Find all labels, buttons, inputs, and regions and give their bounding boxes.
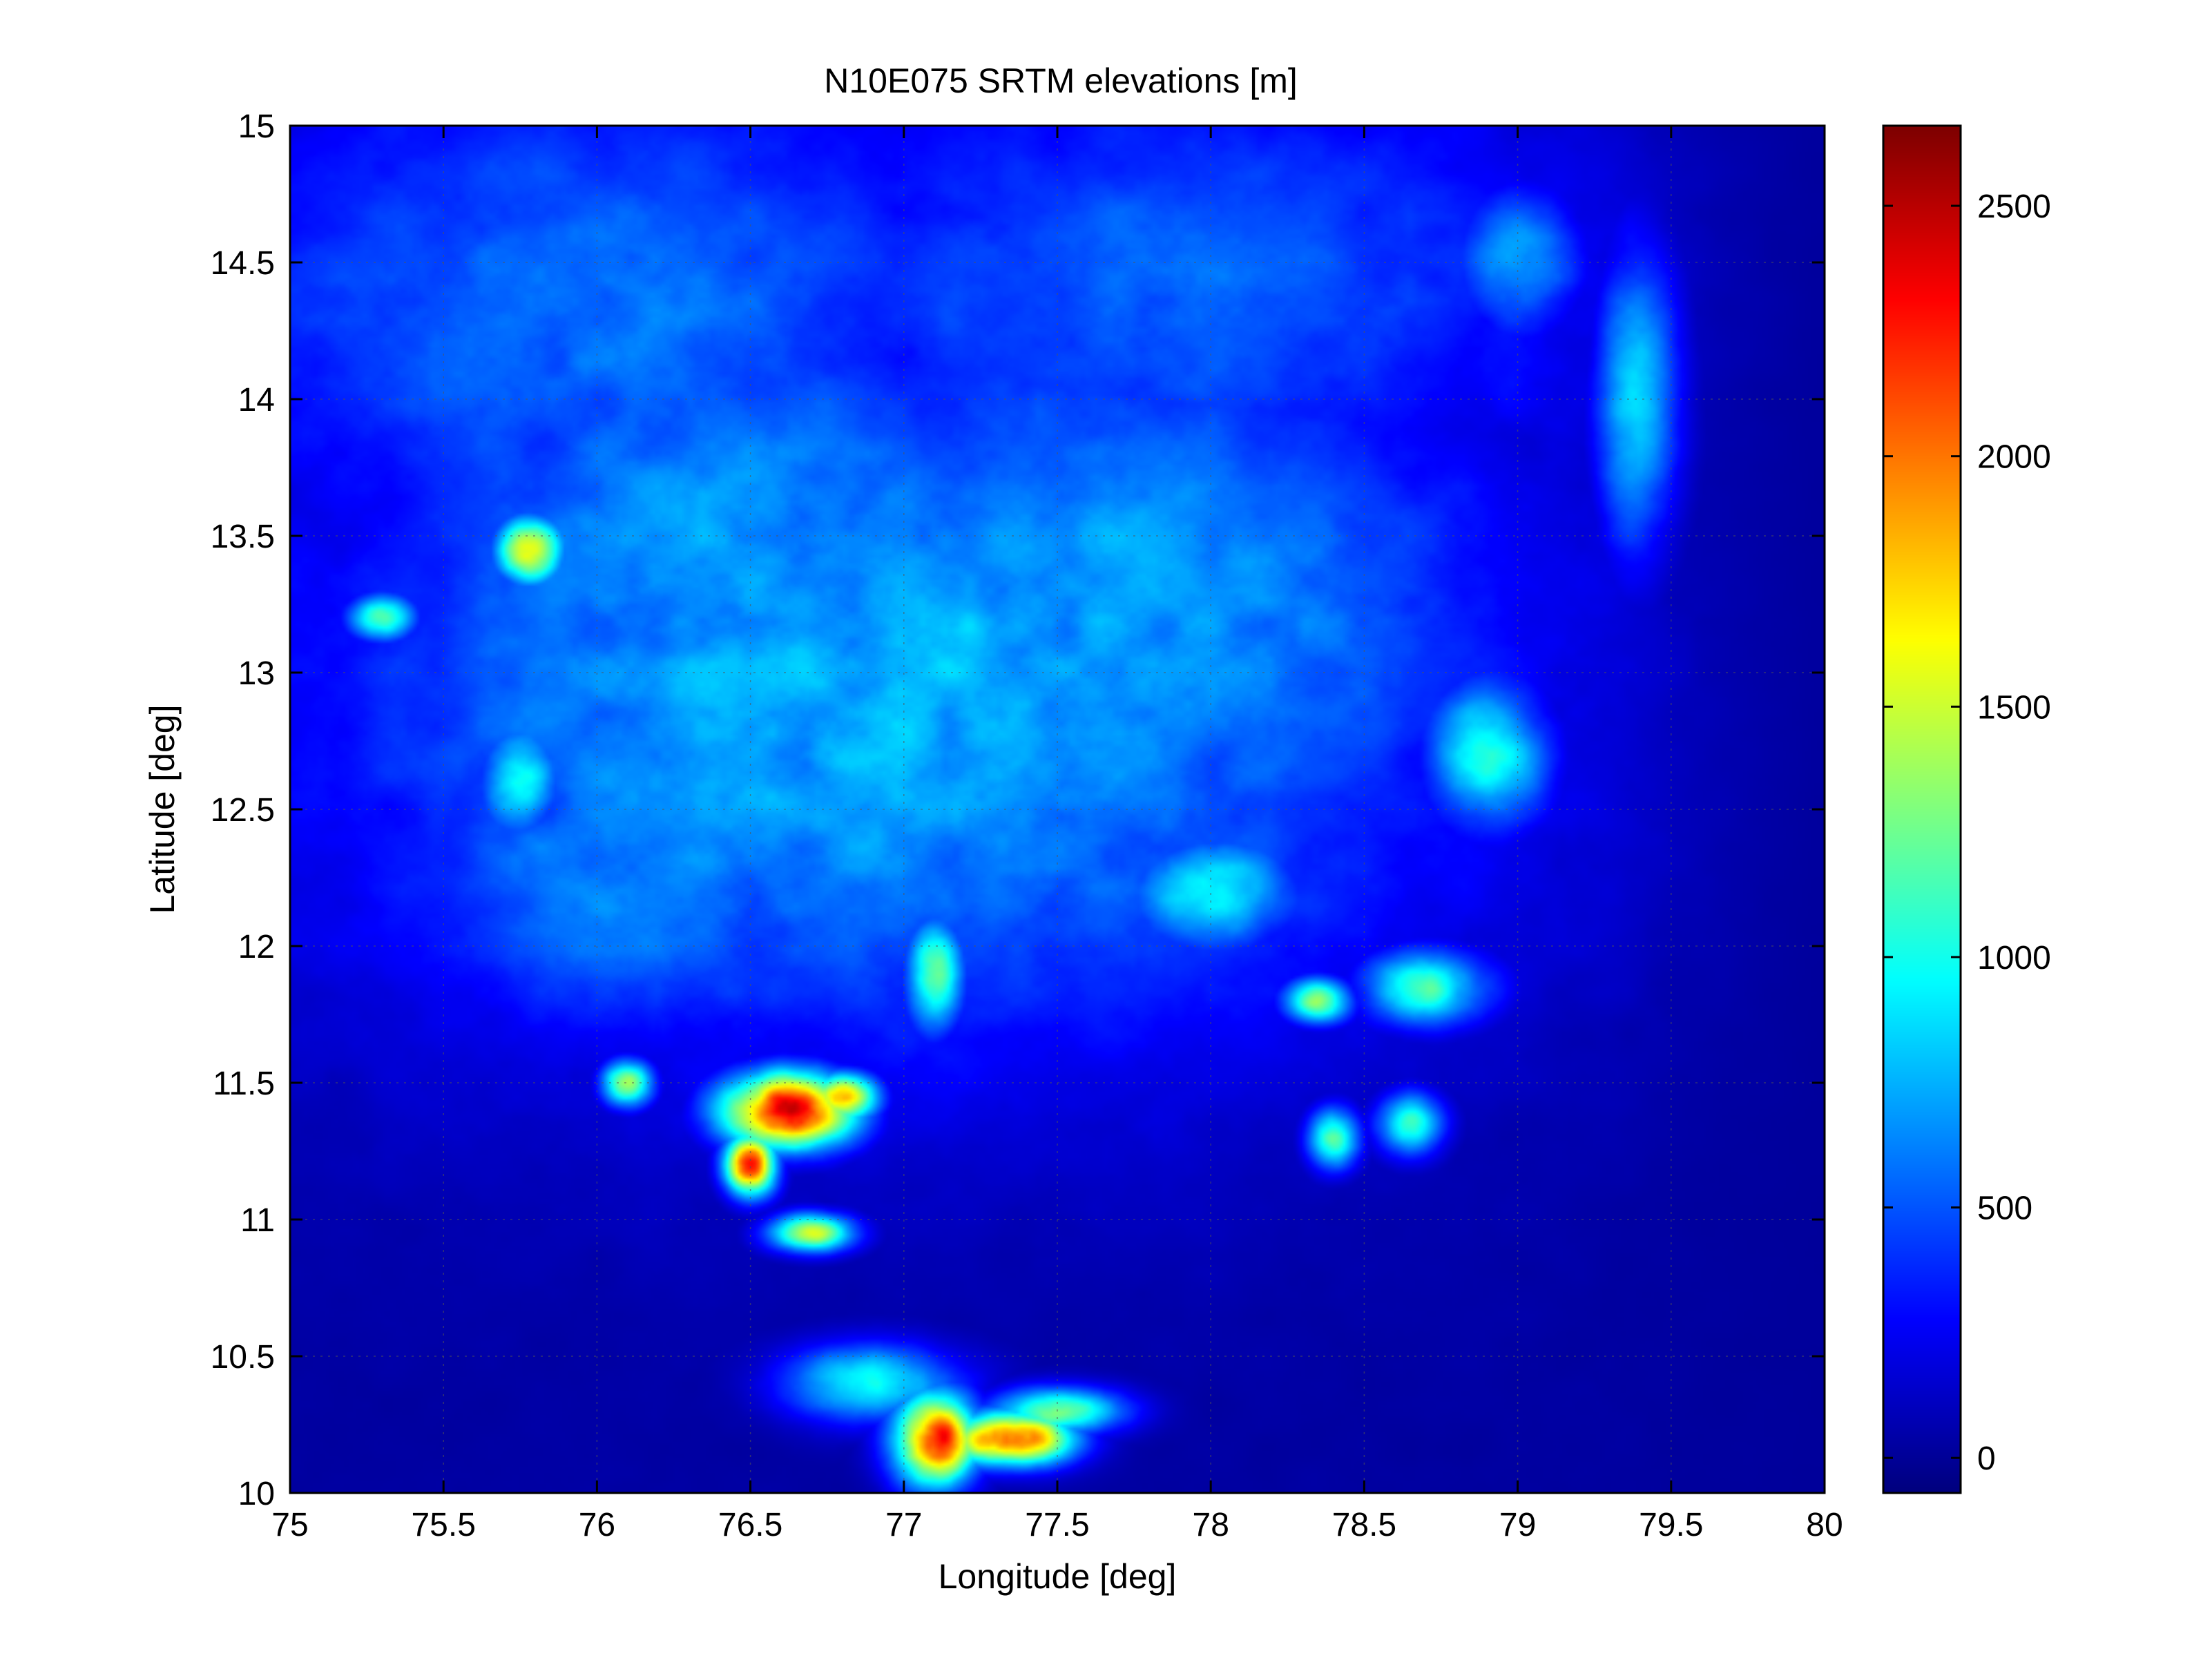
y-tick-label: 12	[238, 929, 275, 965]
colorbar-tick-label: 2500	[1977, 189, 2051, 225]
y-tick-label: 14.5	[211, 245, 275, 282]
y-tick-label: 15	[238, 108, 275, 145]
x-tick-label: 76	[579, 1507, 615, 1543]
chart-title: N10E075 SRTM elevations [m]	[824, 61, 1298, 100]
colorbar-tick-label: 500	[1977, 1191, 2032, 1227]
x-tick-label: 75.5	[411, 1507, 475, 1543]
x-tick-label: 77	[885, 1507, 922, 1543]
x-tick-label: 78	[1193, 1507, 1229, 1543]
x-tick-label: 79	[1499, 1507, 1536, 1543]
colorbar: 0 500 1000 1500 2000 2500	[1883, 126, 2051, 1493]
y-tick-label: 11.5	[213, 1066, 275, 1102]
colorbar-tick-label: 1000	[1977, 940, 2051, 976]
colorbar-gradient	[1883, 126, 1961, 1493]
x-tick-label: 75	[271, 1507, 308, 1543]
y-axis-label: Latitude [deg]	[143, 704, 182, 914]
y-tick-label: 14	[238, 382, 275, 418]
y-tick-label: 11	[240, 1202, 275, 1239]
y-tick-label: 10	[238, 1476, 275, 1512]
x-axis-label: Longitude [deg]	[939, 1557, 1177, 1596]
y-tick-label: 13.5	[211, 519, 275, 555]
colorbar-tick-label: 0	[1977, 1440, 1996, 1477]
y-tick-label: 13	[238, 655, 275, 692]
y-tick-label: 12.5	[211, 792, 275, 829]
colorbar-tick-label: 1500	[1977, 689, 2051, 726]
x-tick-label: 76.5	[718, 1507, 782, 1543]
y-tick-label: 10.5	[211, 1339, 275, 1376]
x-tick-label: 79.5	[1639, 1507, 1703, 1543]
colorbar-tick-label: 2000	[1977, 439, 2051, 476]
x-tick-label: 78.5	[1332, 1507, 1396, 1543]
x-tick-label: 77.5	[1025, 1507, 1089, 1543]
x-tick-label: 80	[1806, 1507, 1843, 1543]
